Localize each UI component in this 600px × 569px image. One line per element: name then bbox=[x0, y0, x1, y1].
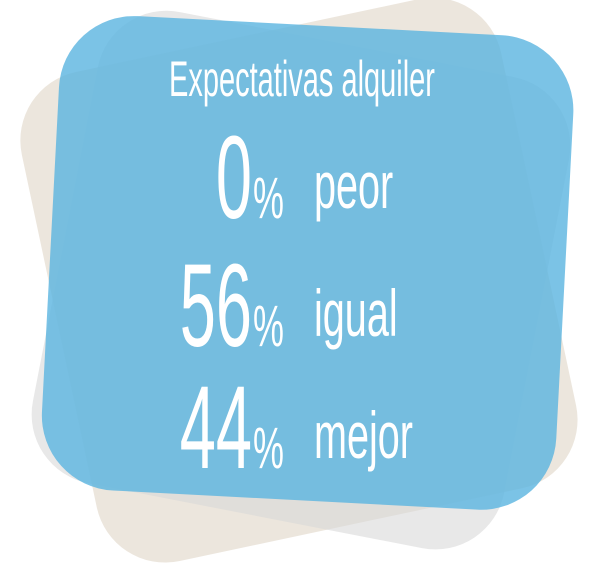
percent-sign: % bbox=[253, 417, 284, 481]
percent-value: 56 bbox=[180, 241, 252, 372]
content: Expectativas alquiler 0% peor 56% igual 44% m… bbox=[169, 51, 435, 494]
title: Expectativas alquiler bbox=[169, 51, 435, 107]
percent-sign: % bbox=[253, 167, 284, 231]
front-shape-blue bbox=[41, 16, 574, 510]
percent-value: 0 bbox=[216, 113, 252, 244]
percent-value: 44 bbox=[180, 363, 252, 494]
percent-sign: % bbox=[253, 295, 284, 359]
item-label: mejor bbox=[314, 399, 413, 473]
item-label: igual bbox=[314, 277, 398, 351]
item-label: peor bbox=[314, 149, 393, 223]
